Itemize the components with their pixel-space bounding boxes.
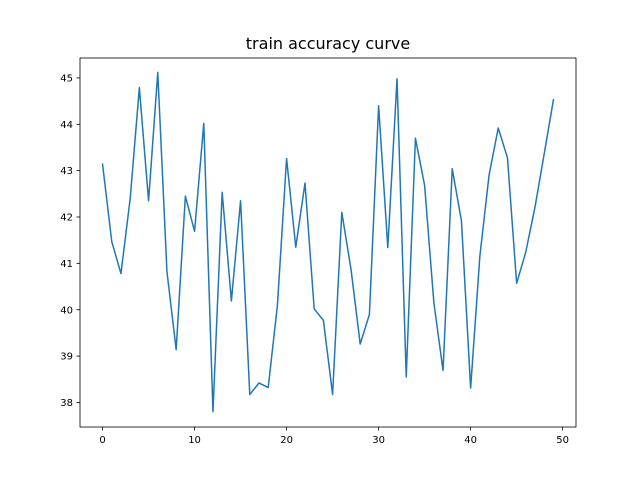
y-tick-label: 43 [60, 166, 73, 177]
x-tick-label: 30 [372, 435, 385, 446]
x-tick-label: 10 [188, 435, 201, 446]
series-line [101, 71, 555, 413]
plot-frame [79, 57, 577, 428]
x-tick-label: 50 [556, 435, 569, 446]
plot-area: 0 10 20 30 40 50 38 39 40 41 42 43 44 45 [60, 57, 577, 446]
y-tick-label: 45 [60, 74, 73, 85]
y-tick-label: 40 [60, 305, 73, 316]
y-tick-label: 38 [60, 398, 73, 409]
x-tick-label: 40 [464, 435, 477, 446]
y-tick-label: 42 [60, 213, 73, 224]
x-tick-label: 20 [280, 435, 293, 446]
y-tick-label: 41 [60, 259, 73, 270]
x-tick-label: 0 [99, 435, 105, 446]
y-tick-label: 39 [60, 352, 73, 363]
chart-title: train accuracy curve [246, 34, 410, 53]
y-tick-label: 44 [60, 120, 73, 131]
